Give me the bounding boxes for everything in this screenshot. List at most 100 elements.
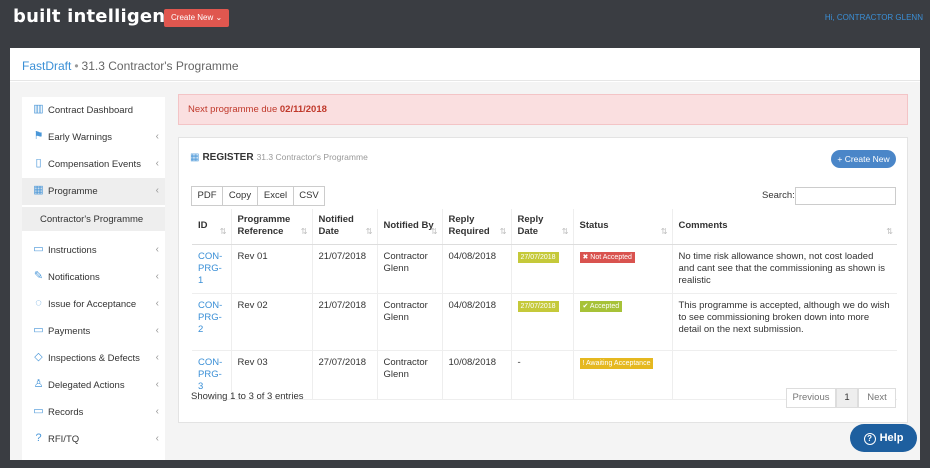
table-row[interactable]: CON-PRG-3 Rev 03 27/07/2018 Contractor Glen… bbox=[192, 350, 897, 400]
sidebar-item-label: Inspections & Defects bbox=[48, 353, 140, 364]
sidebar-item-instructions[interactable]: ▭ Instructions ‹ bbox=[22, 237, 165, 264]
sidebar-item-compensation-events[interactable]: ▯ Compensation Events ‹ bbox=[22, 151, 165, 178]
alert-date: 02/11/2018 bbox=[279, 104, 327, 115]
column-header[interactable]: Notified Date ⇅ bbox=[311, 209, 377, 245]
alert-text: Next programme due bbox=[188, 104, 280, 115]
sidebar-item-early-warnings[interactable]: ⚑ Early Warnings ‹ bbox=[22, 124, 165, 151]
column-header[interactable]: Comments ⇅ bbox=[671, 209, 897, 245]
create-new-entry-button[interactable]: + Create New bbox=[831, 150, 896, 168]
column-header-label: Notified Date bbox=[318, 214, 354, 238]
pager-previous-button[interactable]: Previous bbox=[786, 388, 836, 408]
user-menu[interactable]: Hi, CONTRACTOR GLENN bbox=[824, 13, 923, 22]
sort-icon: ⇅ bbox=[561, 226, 569, 236]
sort-icon: ⇅ bbox=[430, 226, 438, 236]
status-badge: ! Awaiting Acceptance bbox=[579, 357, 654, 369]
help-button[interactable]: ? Help bbox=[850, 424, 917, 452]
column-header[interactable]: ID ⇅ bbox=[192, 209, 231, 245]
column-header-label: Status bbox=[579, 220, 609, 232]
sidebar-item-label: RFI/TQ bbox=[48, 434, 80, 445]
calendar-icon: ▦ bbox=[33, 184, 44, 196]
row-id-link[interactable]: CON-PRG-3 bbox=[192, 350, 231, 400]
column-header[interactable]: Programme Reference ⇅ bbox=[230, 209, 312, 245]
sidebar-item-delegated-actions[interactable]: ♙ Delegated Actions ‹ bbox=[22, 372, 165, 399]
status-badge: ✔ Accepted bbox=[579, 300, 623, 312]
row-notified-date: 21/07/2018 bbox=[311, 293, 377, 351]
row-notified-date: 27/07/2018 bbox=[311, 350, 377, 400]
chevron-left-icon: ‹ bbox=[155, 379, 159, 390]
table-row[interactable]: CON-PRG-1 Rev 01 21/07/2018 Contractor Glen… bbox=[192, 244, 897, 294]
row-id-link[interactable]: CON-PRG-1 bbox=[192, 244, 231, 294]
chevron-left-icon: ‹ bbox=[155, 271, 159, 282]
sidebar-item-issue-for-acceptance[interactable]: ◌ Issue for Acceptance ‹ bbox=[22, 291, 165, 318]
column-header-label: Reply Required bbox=[448, 214, 490, 238]
row-notified-by: Contractor Glenn bbox=[376, 244, 442, 294]
column-header-label: Reply Date bbox=[517, 214, 544, 238]
register-title: ▦ REGISTER 31.3 Contractor's Programme bbox=[190, 152, 368, 163]
breadcrumb-page: 31.3 Contractor's Programme bbox=[81, 59, 239, 73]
row-notified-by: Contractor Glenn bbox=[376, 350, 442, 400]
create-new-button[interactable]: Create New ⌄ bbox=[164, 9, 230, 27]
chevron-left-icon: ‹ bbox=[155, 158, 159, 169]
sidebar-item-inspections-defects[interactable]: ◇ Inspections & Defects ‹ bbox=[22, 345, 165, 372]
row-notified-by: Contractor Glenn bbox=[376, 293, 442, 351]
sidebar-item-rfi-tq[interactable]: ? RFI/TQ ‹ bbox=[22, 426, 165, 453]
reply-date-badge: 27/07/2018 bbox=[517, 251, 559, 263]
pager-next-button[interactable]: Next bbox=[858, 388, 896, 408]
sidebar-subitem-label: Contractor's Programme bbox=[40, 214, 144, 225]
register-table: ID ⇅ Programme Reference ⇅ Notified Date ⇅ Not… bbox=[192, 209, 897, 400]
table-row[interactable]: CON-PRG-2 Rev 02 21/07/2018 Contractor Glen… bbox=[192, 293, 897, 351]
register-panel: ▦ REGISTER 31.3 Contractor's Programme + C… bbox=[178, 137, 908, 423]
row-reply-required: 04/08/2018 bbox=[441, 293, 511, 351]
message-icon: ▭ bbox=[33, 243, 44, 255]
export-excel-button[interactable]: Excel bbox=[257, 186, 294, 206]
sidebar: ▥ Contract Dashboard ⚑ Early Warnings ‹ ▯ Comp… bbox=[22, 97, 165, 460]
sidebar-subitem-contractors-programme[interactable]: Contractor's Programme bbox=[22, 207, 165, 231]
row-reply-required: 04/08/2018 bbox=[441, 244, 511, 294]
sidebar-item-programme[interactable]: ▦ Programme ‹ bbox=[22, 178, 165, 205]
reply-date: - bbox=[517, 356, 521, 368]
sidebar-item-notifications[interactable]: ✎ Notifications ‹ bbox=[22, 264, 165, 291]
top-bar: built intelligence Create New ⌄ Hi, CONT… bbox=[0, 0, 930, 36]
file-icon: ▯ bbox=[35, 157, 42, 169]
chevron-left-icon: ‹ bbox=[155, 131, 159, 142]
question-icon: ? bbox=[863, 433, 876, 445]
sort-icon: ⇅ bbox=[660, 226, 668, 236]
sidebar-item-label: Payments bbox=[48, 326, 91, 337]
sidebar-item-label: Issue for Acceptance bbox=[48, 299, 137, 310]
row-id-link[interactable]: CON-PRG-2 bbox=[192, 293, 231, 351]
sidebar-item-contract-dashboard[interactable]: ▥ Contract Dashboard bbox=[22, 97, 165, 124]
column-header[interactable]: Reply Required ⇅ bbox=[441, 209, 511, 245]
register-subtitle: 31.3 Contractor's Programme bbox=[256, 152, 368, 162]
sidebar-item-label: Delegated Actions bbox=[48, 380, 125, 391]
row-status: ✖ Not Accepted bbox=[572, 244, 672, 294]
main-shell: FastDraft • 31.3 Contractor's Programme ▥ C… bbox=[10, 48, 920, 460]
breadcrumb-separator: • bbox=[74, 59, 79, 73]
row-status: ! Awaiting Acceptance bbox=[572, 350, 672, 400]
sidebar-item-label: Records bbox=[48, 407, 84, 418]
search-input[interactable] bbox=[795, 187, 896, 205]
breadcrumb-app-link[interactable]: FastDraft bbox=[22, 59, 72, 73]
breadcrumb: FastDraft • 31.3 Contractor's Programme bbox=[10, 48, 920, 81]
column-header[interactable]: Reply Date ⇅ bbox=[510, 209, 573, 245]
pencil-icon: ✎ bbox=[33, 270, 44, 282]
pager-page-1-button[interactable]: 1 bbox=[836, 388, 858, 408]
row-reply-date: - bbox=[510, 350, 573, 400]
calendar-icon: ▦ bbox=[190, 152, 200, 163]
sidebar-item-payments[interactable]: ▭ Payments ‹ bbox=[22, 318, 165, 345]
table-header-row: ID ⇅ Programme Reference ⇅ Notified Date ⇅ Not… bbox=[192, 209, 897, 245]
export-csv-button[interactable]: CSV bbox=[293, 186, 325, 206]
folder-icon: ▭ bbox=[33, 405, 44, 417]
brand-logo[interactable]: built intelligence bbox=[13, 6, 189, 27]
chevron-left-icon: ‹ bbox=[155, 185, 159, 196]
export-pdf-button[interactable]: PDF bbox=[191, 186, 223, 206]
sidebar-item-label: Notifications bbox=[48, 272, 100, 283]
column-header-label: ID bbox=[198, 220, 208, 232]
chat-icon: ◌ bbox=[35, 297, 42, 309]
row-reply-date: 27/07/2018 bbox=[510, 244, 573, 294]
sidebar-item-records[interactable]: ▭ Records ‹ bbox=[22, 399, 165, 426]
export-copy-button[interactable]: Copy bbox=[222, 186, 258, 206]
chevron-left-icon: ‹ bbox=[155, 406, 159, 417]
sidebar-item-label: Compensation Events bbox=[48, 159, 141, 170]
column-header[interactable]: Status ⇅ bbox=[572, 209, 672, 245]
column-header[interactable]: Notified By ⇅ bbox=[376, 209, 442, 245]
